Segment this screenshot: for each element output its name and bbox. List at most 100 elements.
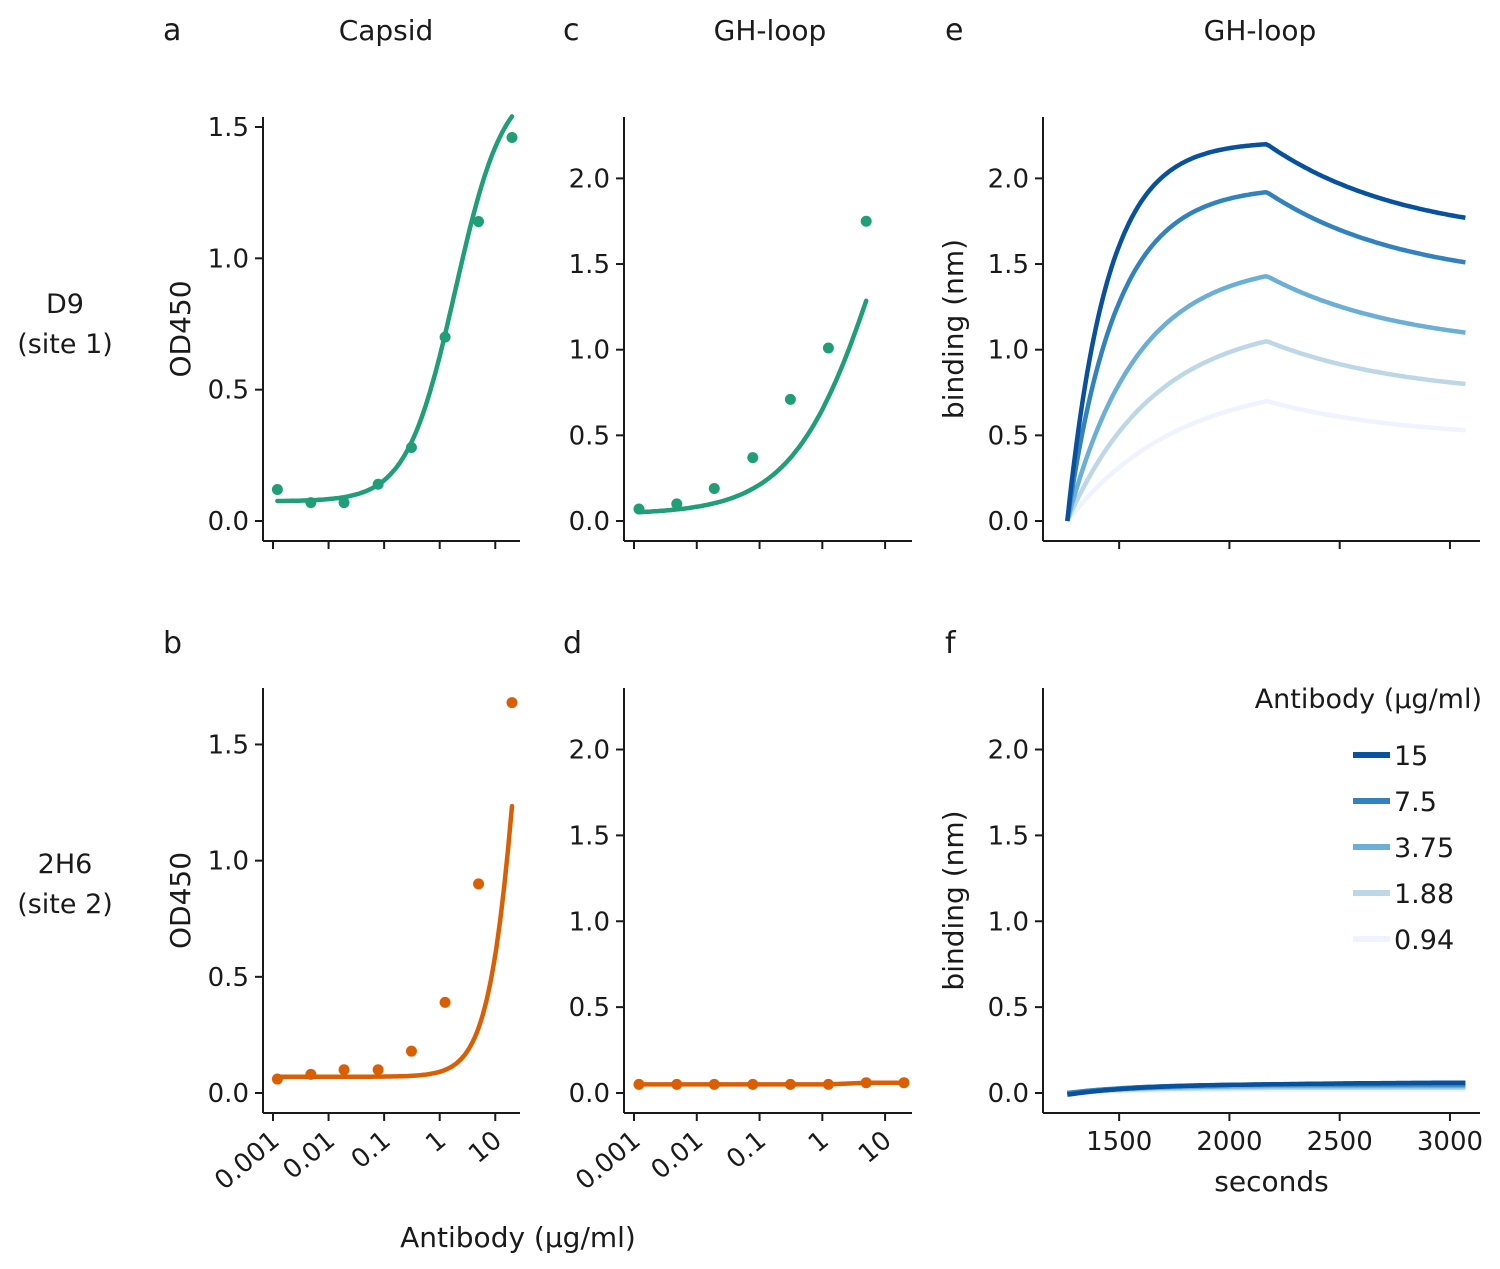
fit-curve-c xyxy=(636,298,869,515)
x-tick-label-d: 1 xyxy=(803,1125,835,1159)
y-axis-label-a: OD450 xyxy=(164,280,197,377)
data-point-b xyxy=(305,1068,317,1080)
fit-curve-a xyxy=(275,114,515,504)
y-tick-label-f: 0.5 xyxy=(988,993,1029,1023)
data-point-b xyxy=(473,878,485,890)
panel-d: d 0.0 0.5 1.0 1.5 2.0 0.001 0.01 0.1 1 10 xyxy=(563,626,912,1196)
data-point-b xyxy=(271,1073,283,1085)
x-tick-label-b: 1 xyxy=(420,1125,452,1159)
panel-letter-d: d xyxy=(563,626,582,661)
y-tick-label-a: 1.0 xyxy=(208,244,249,274)
panel-letter-c: c xyxy=(563,13,580,48)
panel-letter-b: b xyxy=(163,626,182,661)
panel-letter-a: a xyxy=(163,13,181,48)
data-point-b xyxy=(405,1045,417,1057)
x-tick-label-f: 3000 xyxy=(1417,1127,1483,1157)
row-label-bottom-line1: 2H6 xyxy=(38,849,93,880)
data-point-a xyxy=(305,497,317,509)
y-tick-label-b: 0.5 xyxy=(208,963,249,993)
y-tick-label-e: 0.5 xyxy=(988,421,1029,451)
y-axis-label-e: binding (nm) xyxy=(937,239,970,419)
series-line-e-3.75 xyxy=(1065,274,1466,522)
y-tick-label-f: 2.0 xyxy=(988,736,1029,766)
y-tick-label-c: 2.0 xyxy=(569,164,610,194)
row-label-top: D9 (site 1) xyxy=(17,289,113,360)
series-line-e-7.5 xyxy=(1065,189,1466,522)
panel-f: f 0.0 0.5 1.0 1.5 2.0 1500 2000 2500 3000 binding … xyxy=(937,626,1483,1198)
y-tick-label-b: 1.0 xyxy=(208,847,249,877)
fit-curve-d xyxy=(636,1080,907,1087)
y-tick-label-d: 1.5 xyxy=(569,821,610,851)
data-point-d xyxy=(633,1078,645,1090)
y-tick-label-a: 1.5 xyxy=(208,113,249,143)
panel-c: c GH-loop 0.0 0.5 1.0 1.5 2.0 xyxy=(563,13,912,549)
data-point-c xyxy=(633,503,645,515)
legend-title: Antibody (µg/ml) xyxy=(1255,684,1482,715)
x-tick-label-b: 0.001 xyxy=(209,1125,285,1196)
y-tick-label-d: 0.0 xyxy=(569,1079,610,1109)
data-point-a xyxy=(473,216,485,228)
y-tick-label-e: 2.0 xyxy=(988,164,1029,194)
y-tick-label-b: 1.5 xyxy=(208,730,249,760)
data-point-b xyxy=(338,1064,350,1076)
y-tick-label-d: 2.0 xyxy=(569,736,610,766)
panel-title-c: GH-loop xyxy=(714,14,827,47)
data-point-d xyxy=(708,1078,720,1090)
panel-title-e: GH-loop xyxy=(1204,14,1317,47)
y-tick-label-f: 0.0 xyxy=(988,1079,1029,1109)
data-point-a xyxy=(506,132,518,144)
legend-label-1.88: 1.88 xyxy=(1394,879,1454,910)
y-axis-label-f: binding (nm) xyxy=(937,810,970,990)
data-point-a xyxy=(439,331,451,343)
panel-a: a Capsid 0.0 0.5 1.0 1.5 OD450 xyxy=(163,13,520,549)
data-point-c xyxy=(784,393,796,405)
x-tick-label-d: 10 xyxy=(853,1125,898,1169)
legend-label-7.5: 7.5 xyxy=(1394,787,1437,818)
panel-letter-e: e xyxy=(945,13,963,48)
series-line-f-15 xyxy=(1066,1080,1466,1097)
row-label-bottom-line2: (site 2) xyxy=(17,889,113,920)
y-tick-label-a: 0.0 xyxy=(208,507,249,537)
panel-e: e GH-loop 0.0 0.5 1.0 1.5 2.0 binding (nm) xyxy=(937,13,1480,549)
series-line-e-15 xyxy=(1065,141,1466,522)
data-point-c xyxy=(708,482,720,494)
data-point-a xyxy=(271,483,283,495)
x-tick-label-d: 0.1 xyxy=(721,1125,772,1175)
y-tick-label-c: 1.0 xyxy=(569,336,610,366)
data-point-d xyxy=(747,1078,759,1090)
x-tick-label-d: 0.001 xyxy=(570,1125,646,1196)
data-point-c xyxy=(860,215,872,227)
x-tick-label-d: 0.01 xyxy=(646,1125,710,1185)
row-label-bottom: 2H6 (site 2) xyxy=(17,849,113,920)
x-tick-label-b: 10 xyxy=(463,1125,508,1169)
data-point-c xyxy=(671,498,683,510)
x-tick-label-f: 2500 xyxy=(1307,1127,1373,1157)
y-tick-label-d: 0.5 xyxy=(569,993,610,1023)
y-tick-label-e: 1.0 xyxy=(988,336,1029,366)
x-tick-label-f: 1500 xyxy=(1086,1127,1152,1157)
data-point-a xyxy=(405,441,417,453)
x-tick-label-b: 0.01 xyxy=(277,1125,341,1185)
y-axis-label-b: OD450 xyxy=(164,852,197,949)
x-tick-label-f: 2000 xyxy=(1196,1127,1262,1157)
series-line-e-1.88 xyxy=(1065,339,1466,522)
legend: Antibody (µg/ml) 15 7.5 3.75 1.88 0.94 xyxy=(1255,684,1482,956)
series-line-e-0.94 xyxy=(1065,399,1466,523)
x-tick-label-b: 0.1 xyxy=(346,1125,397,1175)
data-point-a xyxy=(338,497,350,509)
data-point-b xyxy=(372,1064,384,1076)
data-point-b xyxy=(506,697,518,709)
legend-label-3.75: 3.75 xyxy=(1394,833,1454,864)
y-tick-label-e: 0.0 xyxy=(988,507,1029,537)
y-tick-label-b: 0.0 xyxy=(208,1079,249,1109)
y-tick-label-a: 0.5 xyxy=(208,376,249,406)
data-point-a xyxy=(372,478,384,490)
data-point-d xyxy=(860,1077,872,1089)
y-tick-label-f: 1.0 xyxy=(988,907,1029,937)
y-tick-label-c: 1.5 xyxy=(569,250,610,280)
row-label-top-line1: D9 xyxy=(46,289,84,320)
data-point-c xyxy=(822,342,834,354)
data-point-b xyxy=(439,996,451,1008)
